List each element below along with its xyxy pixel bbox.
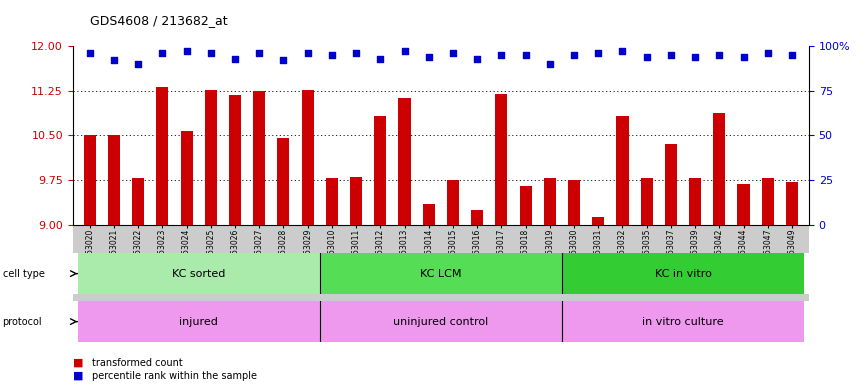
Point	[737, 54, 751, 60]
Text: cell type: cell type	[3, 268, 45, 279]
Point	[229, 56, 242, 62]
Point	[349, 50, 363, 56]
Point	[156, 50, 169, 56]
Text: protocol: protocol	[3, 316, 42, 327]
Text: ■: ■	[73, 358, 83, 368]
Bar	[108, 136, 120, 225]
Point	[712, 52, 726, 58]
Point	[543, 61, 556, 67]
Bar	[544, 178, 556, 225]
Point	[131, 61, 145, 67]
Bar	[568, 180, 580, 225]
Bar	[132, 178, 144, 225]
Text: uninjured control: uninjured control	[393, 316, 489, 327]
Point	[422, 54, 436, 60]
Text: KC in vitro: KC in vitro	[655, 268, 711, 279]
Point	[276, 57, 290, 63]
Point	[253, 50, 266, 56]
Point	[519, 52, 532, 58]
Bar	[786, 182, 798, 225]
Point	[664, 52, 678, 58]
Point	[495, 52, 508, 58]
Point	[300, 50, 314, 56]
Bar	[447, 180, 459, 225]
Bar	[640, 178, 653, 225]
Bar	[520, 186, 532, 225]
Point	[615, 48, 629, 55]
Bar	[665, 144, 677, 225]
Bar	[562, 253, 804, 294]
Bar	[423, 204, 435, 225]
Bar	[762, 178, 774, 225]
Text: GDS4608 / 213682_at: GDS4608 / 213682_at	[90, 14, 228, 27]
Point	[398, 48, 412, 55]
Text: transformed count: transformed count	[92, 358, 182, 368]
Bar	[277, 138, 289, 225]
Bar	[350, 177, 362, 225]
Bar	[398, 98, 411, 225]
Bar	[78, 253, 320, 294]
Bar	[205, 89, 217, 225]
Bar	[689, 178, 701, 225]
Bar	[157, 86, 169, 225]
Point	[761, 50, 775, 56]
Point	[204, 50, 217, 56]
Bar	[616, 116, 628, 225]
Point	[83, 50, 97, 56]
Bar	[738, 184, 750, 225]
Bar	[301, 89, 313, 225]
Text: injured: injured	[179, 316, 218, 327]
Bar	[496, 94, 508, 225]
Bar	[471, 210, 484, 225]
Text: percentile rank within the sample: percentile rank within the sample	[92, 371, 257, 381]
Bar	[229, 95, 241, 225]
Bar	[562, 301, 804, 342]
Text: in vitro culture: in vitro culture	[642, 316, 724, 327]
Point	[180, 48, 193, 55]
Point	[446, 50, 460, 56]
Point	[373, 56, 387, 62]
Bar	[320, 253, 562, 294]
Bar	[84, 136, 96, 225]
Text: ■: ■	[73, 371, 83, 381]
Bar	[253, 91, 265, 225]
Point	[470, 56, 484, 62]
Bar	[320, 301, 562, 342]
Text: KC sorted: KC sorted	[172, 268, 225, 279]
Point	[568, 52, 581, 58]
Bar	[78, 301, 320, 342]
Point	[688, 54, 702, 60]
Point	[785, 52, 799, 58]
Point	[591, 50, 605, 56]
Text: KC LCM: KC LCM	[420, 268, 461, 279]
Bar	[374, 116, 386, 225]
Bar	[181, 131, 193, 225]
Bar	[592, 217, 604, 225]
Point	[107, 57, 121, 63]
Point	[639, 54, 653, 60]
Point	[325, 52, 339, 58]
Bar	[713, 113, 725, 225]
Bar	[326, 178, 338, 225]
